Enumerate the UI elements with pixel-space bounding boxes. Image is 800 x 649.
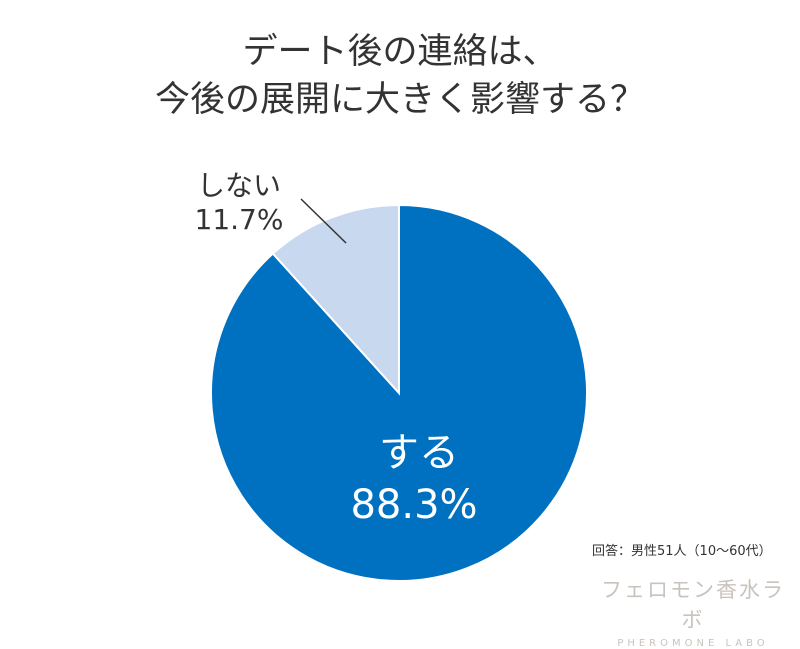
- slice-1-category-label: する: [379, 430, 459, 476]
- brand-logo: フェロモン香水ラボ PHEROMONE LABO: [598, 574, 788, 649]
- chart-title: デート後の連絡は、 今後の展開に大きく影響する？: [0, 28, 800, 124]
- slice-2-leader-line: [300, 198, 347, 244]
- pie-slice-2: [271, 203, 400, 396]
- slice-2-value-label: 11.7%: [195, 203, 284, 236]
- respondents-note: 回答：男性51人（10〜60代）: [592, 544, 772, 559]
- slice-1-value-label: 88.3%: [350, 482, 477, 528]
- chart-title-line-1: デート後の連絡は、: [242, 32, 558, 72]
- pie-slices: [210, 203, 588, 582]
- chart-title-line-2: 今後の展開に大きく影響する？: [154, 80, 645, 120]
- slice-2-category-label: しない: [197, 169, 281, 202]
- brand-name-japanese: フェロモン香水ラボ: [601, 578, 785, 632]
